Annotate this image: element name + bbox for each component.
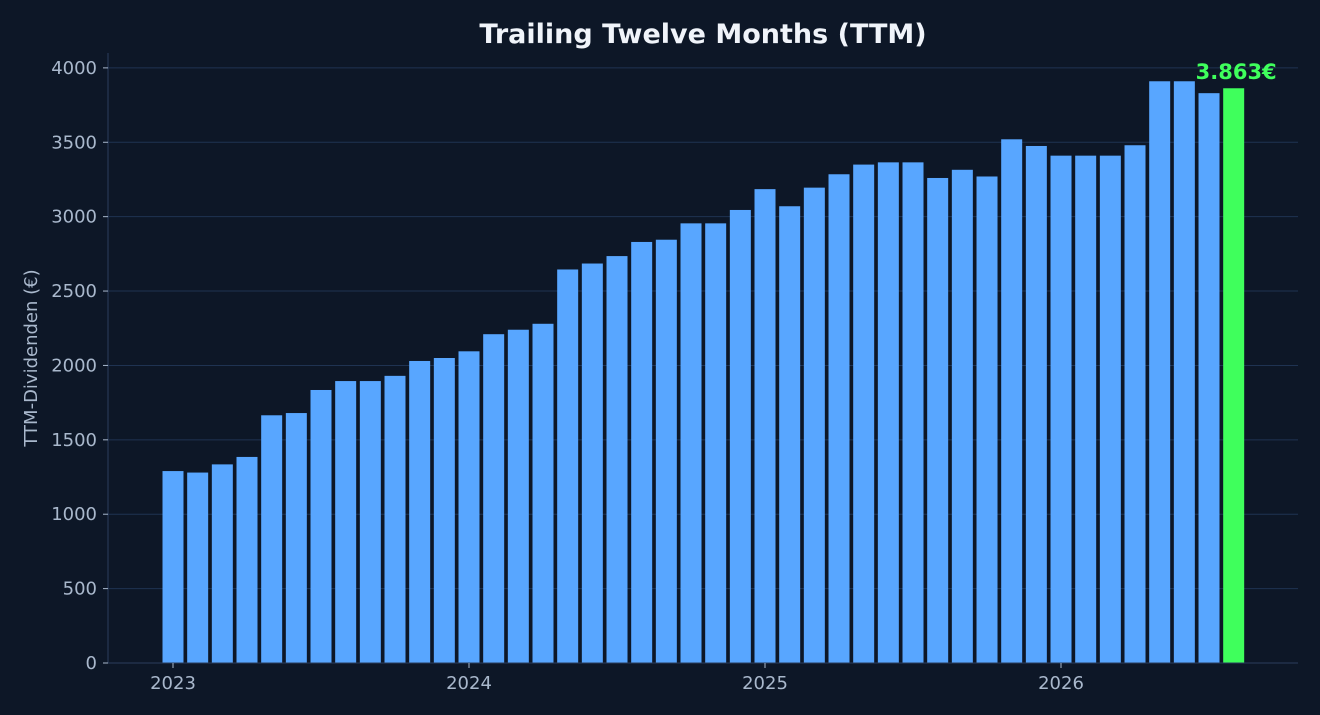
y-tick-label: 2500	[51, 281, 97, 302]
bar	[828, 174, 850, 663]
y-tick-label: 3500	[51, 132, 97, 153]
bar	[877, 162, 899, 664]
bar	[705, 223, 727, 664]
bar	[507, 329, 529, 663]
x-tick-label: 2023	[150, 673, 196, 694]
bar	[557, 269, 579, 663]
bar	[211, 464, 233, 663]
bar	[803, 187, 825, 663]
bar	[532, 323, 554, 663]
bar	[779, 206, 801, 663]
bar	[927, 177, 949, 663]
bar	[236, 456, 258, 663]
y-tick-label: 1500	[51, 430, 97, 451]
x-tick-label: 2025	[742, 673, 788, 694]
bar	[729, 209, 751, 663]
y-axis-label: TTM-Dividenden (€)	[21, 269, 42, 447]
bar	[581, 263, 603, 663]
bar	[902, 162, 924, 664]
bar	[951, 169, 973, 664]
y-tick-label: 3000	[51, 207, 97, 228]
bar	[261, 415, 283, 663]
axes	[107, 53, 1298, 664]
y-tick-label: 4000	[51, 58, 97, 79]
bar	[187, 472, 209, 663]
bar	[1001, 139, 1023, 664]
bar	[1124, 145, 1146, 663]
y-tick-label: 0	[86, 653, 97, 674]
bar	[285, 413, 307, 663]
bar	[359, 381, 381, 663]
bar-highlight	[1223, 88, 1245, 663]
bar	[433, 358, 455, 663]
x-tick-label: 2024	[446, 673, 492, 694]
bar	[631, 241, 653, 663]
bar	[1099, 155, 1121, 663]
y-tick-label: 500	[63, 579, 97, 600]
bar	[335, 381, 357, 663]
bar	[409, 360, 431, 663]
bar	[483, 334, 505, 663]
bar	[655, 239, 677, 663]
ticks: 0 500 1000 1500 2000 2500 3000 3500 4000 2023 2024…	[51, 58, 1084, 694]
bar	[754, 189, 776, 663]
bar	[680, 223, 702, 664]
highlight-value-label: 3.863€	[1196, 60, 1277, 84]
bar	[162, 471, 184, 663]
bar	[1173, 81, 1195, 663]
y-tick-label: 2000	[51, 355, 97, 376]
bar	[1050, 155, 1072, 663]
bar	[606, 256, 628, 663]
bar	[1075, 155, 1097, 663]
bar	[853, 164, 875, 663]
bar	[1198, 93, 1220, 664]
y-tick-label: 1000	[51, 504, 97, 525]
bar	[458, 351, 480, 663]
bar	[310, 389, 332, 663]
bar	[384, 375, 406, 663]
x-tick-label: 2026	[1038, 673, 1084, 694]
bar	[976, 176, 998, 664]
bar	[1025, 145, 1047, 664]
bars	[162, 81, 1245, 664]
chart-title: Trailing Twelve Months (TTM)	[479, 19, 926, 50]
bar	[1149, 81, 1171, 663]
